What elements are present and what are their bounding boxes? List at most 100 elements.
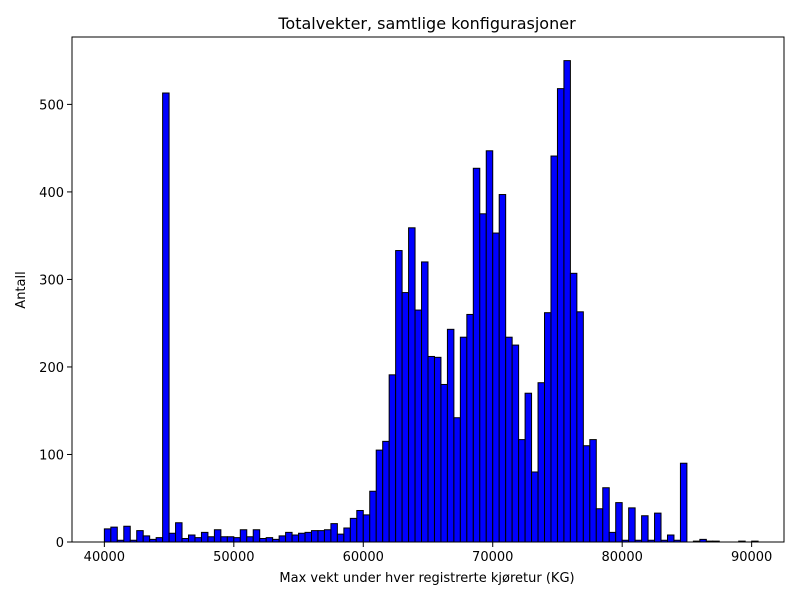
x-tick-label: 90000 xyxy=(731,550,772,565)
histogram-bar xyxy=(356,509,364,543)
histogram-bar xyxy=(382,440,390,543)
histogram-bar xyxy=(602,487,610,543)
histogram-bar xyxy=(162,92,170,543)
chart-title: Totalvekter, samtlige konfigurasjoner xyxy=(277,14,576,33)
histogram-bar xyxy=(408,227,416,543)
histogram-bar xyxy=(595,508,604,543)
histogram-bar xyxy=(168,532,177,543)
y-tick-label: 100 xyxy=(39,448,64,463)
histogram-bar xyxy=(233,537,241,543)
histogram-bar xyxy=(485,150,494,543)
histogram-bar xyxy=(433,356,442,543)
histogram-bar xyxy=(537,382,546,543)
histogram-bar xyxy=(246,536,254,543)
histogram-bar xyxy=(479,213,487,543)
histogram-bar xyxy=(440,383,448,543)
histogram-bar xyxy=(317,530,325,543)
histogram-bar xyxy=(175,522,183,543)
histogram-bar xyxy=(343,527,351,543)
histogram-bar xyxy=(142,535,151,543)
histogram-bar xyxy=(103,528,112,543)
y-tick-label: 500 xyxy=(39,98,64,113)
histogram-bar xyxy=(641,515,649,543)
y-axis-ticks: 0 100 200 300 400 500 xyxy=(39,98,72,551)
histogram-bar xyxy=(459,336,468,543)
histogram-bar xyxy=(401,292,410,543)
y-tick-label: 400 xyxy=(39,186,64,201)
histogram-bar xyxy=(654,512,662,543)
histogram-bar xyxy=(207,536,215,543)
x-tick-label: 70000 xyxy=(472,550,513,565)
y-tick-label: 0 xyxy=(56,536,64,551)
histogram-bar xyxy=(395,250,403,543)
histogram-bar xyxy=(291,534,300,543)
y-tick-label: 200 xyxy=(39,361,64,376)
histogram-bar xyxy=(188,534,196,543)
histogram-bar xyxy=(278,535,287,543)
histogram-bar xyxy=(226,536,235,543)
histogram-bar xyxy=(569,272,578,543)
histogram-bar xyxy=(123,525,131,543)
histogram-bar xyxy=(524,392,533,543)
histogram-bar xyxy=(421,261,429,543)
histogram-bar xyxy=(446,328,455,543)
histogram-bar xyxy=(298,532,306,543)
histogram-bar xyxy=(608,531,617,543)
histogram-bar xyxy=(220,536,228,543)
histogram-bar xyxy=(576,311,584,543)
x-tick-label: 60000 xyxy=(343,550,384,565)
histogram-bar xyxy=(472,167,481,543)
y-axis-label: Antall xyxy=(14,271,29,308)
histogram-bar xyxy=(323,529,332,543)
histogram-bar xyxy=(136,530,144,543)
histogram-bar xyxy=(505,336,513,543)
histogram-bar xyxy=(239,529,248,543)
histogram-bar xyxy=(330,523,338,543)
x-axis-ticks: 40000 50000 60000 70000 80000 90000 xyxy=(84,542,772,565)
x-tick-label: 40000 xyxy=(84,550,125,565)
histogram-bar xyxy=(304,531,312,543)
histogram-bar xyxy=(550,155,558,543)
histogram-bar xyxy=(511,344,520,543)
histogram-bar xyxy=(349,517,358,543)
x-axis-label: Max vekt under hver registrerte kjøretur… xyxy=(279,571,574,586)
histogram-bar xyxy=(200,531,209,543)
histogram-bar xyxy=(518,439,526,543)
histogram-bar xyxy=(310,530,319,543)
histogram-bar xyxy=(369,490,377,543)
histogram-bar xyxy=(375,449,384,543)
histogram-bar xyxy=(582,445,591,543)
histogram-bar xyxy=(252,529,261,543)
histogram-bar xyxy=(666,534,675,543)
histogram-bar xyxy=(362,514,371,543)
histogram-bar xyxy=(466,313,474,543)
histogram-bar xyxy=(213,529,222,543)
histogram-bar xyxy=(181,537,190,543)
histogram-bar xyxy=(628,507,636,543)
histogram-bar xyxy=(194,537,202,543)
histogram-bar xyxy=(615,502,623,543)
histogram-bar xyxy=(589,439,597,543)
histogram-bar xyxy=(498,194,507,543)
histogram-bar xyxy=(388,374,397,543)
histogram-bar xyxy=(110,526,118,543)
histogram-bar xyxy=(259,537,267,543)
histogram-bar xyxy=(563,60,571,543)
y-tick-label: 300 xyxy=(39,273,64,288)
histogram-bar xyxy=(336,533,345,543)
x-tick-label: 80000 xyxy=(602,550,643,565)
histogram-bar xyxy=(265,537,274,543)
histogram-bar xyxy=(453,417,461,543)
histogram-bar xyxy=(414,309,423,543)
histogram-bar xyxy=(427,355,435,543)
histogram-bar xyxy=(556,88,565,543)
histogram-bar xyxy=(679,462,688,543)
histogram-bar xyxy=(492,232,500,543)
bars-group xyxy=(103,60,759,543)
x-tick-label: 50000 xyxy=(213,550,254,565)
histogram-bar xyxy=(531,471,539,543)
histogram-bar xyxy=(285,531,293,543)
histogram-bar xyxy=(544,312,552,543)
histogram-bar xyxy=(155,537,164,543)
